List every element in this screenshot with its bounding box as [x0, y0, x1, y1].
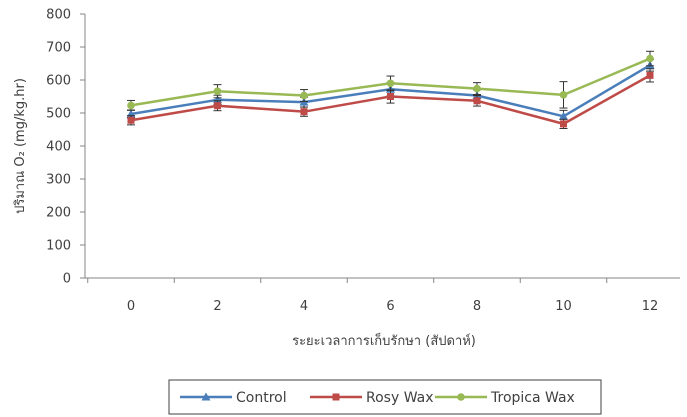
data-point	[127, 101, 135, 110]
x-tick-label: 0	[127, 299, 135, 314]
legend-label: Rosy Wax	[366, 390, 434, 406]
legend-label: Tropica Wax	[490, 390, 575, 406]
x-axis-title: ระยะเวลาการเก็บรักษา (สัปดาห์)	[292, 331, 476, 349]
data-point	[300, 108, 308, 116]
data-point	[214, 102, 221, 110]
y-tick-label: 600	[46, 74, 71, 89]
chart-axes	[84, 14, 680, 279]
data-point	[213, 87, 222, 96]
x-tick-label: 4	[300, 299, 308, 314]
x-tick-label: 2	[213, 299, 221, 314]
y-tick-label: 200	[46, 206, 71, 221]
data-point	[213, 95, 222, 104]
x-tick-label: 8	[473, 299, 481, 314]
legend-box	[168, 379, 602, 415]
legend-label: Control	[236, 390, 287, 406]
data-point	[387, 93, 394, 100]
chart-legend: Control Rosy Wax Tropica Wax	[168, 379, 602, 415]
y-tick-label: 300	[46, 173, 71, 188]
data-point	[646, 54, 654, 63]
data-point	[646, 71, 654, 79]
y-tick-label: 800	[46, 8, 71, 23]
data-point	[560, 120, 567, 128]
data-point	[473, 84, 481, 93]
legend-item: Control	[180, 390, 287, 406]
y-tick-label: 100	[46, 239, 71, 254]
y-axis-title: ปริมาณ O₂ (mg/kg.hr)	[13, 78, 28, 214]
legend-item: Tropica Wax	[435, 390, 575, 406]
y-tick-label: 500	[46, 107, 71, 122]
y-tick-label: 700	[46, 41, 71, 56]
x-tick-label: 12	[642, 299, 659, 314]
y-tick-label: 400	[46, 140, 71, 155]
y-tick-label: 0	[63, 272, 71, 287]
legend-marker	[201, 392, 211, 401]
series-layer	[126, 50, 655, 130]
data-point	[386, 79, 395, 88]
data-point	[127, 116, 135, 124]
data-point	[473, 97, 481, 105]
y-axis-ticks: 0 100 200 300 400 500 600 700 800	[46, 8, 85, 287]
data-point	[559, 111, 568, 120]
x-tick-label: 6	[386, 299, 394, 314]
legend-marker	[332, 393, 340, 401]
series-tropica-wax	[127, 50, 654, 111]
series-rosy-wax	[127, 68, 654, 130]
x-axis-ticks: 0 2 4 6 8 10 12	[87, 278, 659, 314]
legend-item: Rosy Wax	[310, 390, 434, 406]
x-tick-label: 10	[555, 299, 572, 314]
data-point	[559, 91, 568, 99]
data-point	[300, 91, 308, 100]
legend-marker	[457, 393, 465, 401]
